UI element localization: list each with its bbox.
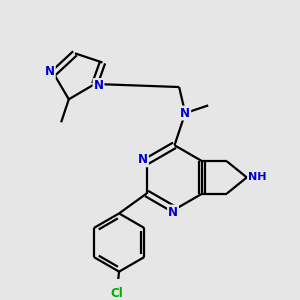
Text: Cl: Cl xyxy=(110,286,123,300)
Text: NH: NH xyxy=(248,172,267,182)
Text: N: N xyxy=(180,106,190,120)
Text: N: N xyxy=(45,65,55,78)
Text: N: N xyxy=(168,206,178,218)
Text: N: N xyxy=(138,153,148,166)
Text: N: N xyxy=(94,79,103,92)
